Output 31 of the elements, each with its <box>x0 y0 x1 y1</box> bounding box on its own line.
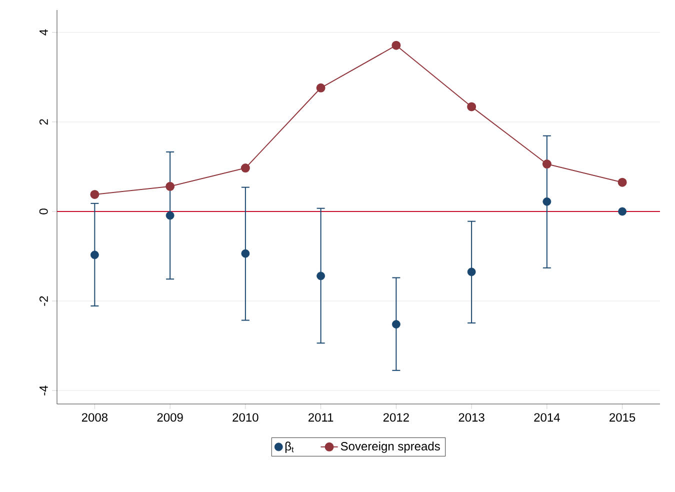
y-tick-label: 0 <box>39 208 48 214</box>
point <box>166 182 175 191</box>
x-tick-label: 2011 <box>308 413 334 422</box>
point <box>467 102 476 112</box>
y-tick-label: 4 <box>40 29 48 36</box>
legend-label: β$_{t}$ <box>285 442 294 453</box>
point <box>392 40 401 50</box>
x-tick-label: 2008 <box>82 413 108 422</box>
point <box>392 320 400 328</box>
x-tick-label: 2010 <box>232 413 258 422</box>
point <box>618 178 627 187</box>
point <box>241 249 250 258</box>
point <box>618 207 627 216</box>
point <box>166 211 174 220</box>
point <box>542 197 552 206</box>
x-tick-label: 2009 <box>157 413 183 422</box>
y-tick-label: -2 <box>39 296 48 306</box>
point <box>467 268 476 276</box>
x-tick-label: 2015 <box>610 413 636 422</box>
x-tick-label: 2013 <box>458 413 484 422</box>
x-tick-label: 2012 <box>383 413 409 422</box>
point <box>542 160 552 169</box>
y-tick-label: 2 <box>39 119 48 125</box>
point <box>316 83 326 92</box>
x-tick-label: 2014 <box>534 413 560 422</box>
legend-label: Sovereign spreads <box>340 442 440 453</box>
point <box>316 272 326 280</box>
point <box>90 250 99 260</box>
point <box>240 164 250 173</box>
point <box>90 190 100 199</box>
y-tick-label: -4 <box>40 386 48 396</box>
